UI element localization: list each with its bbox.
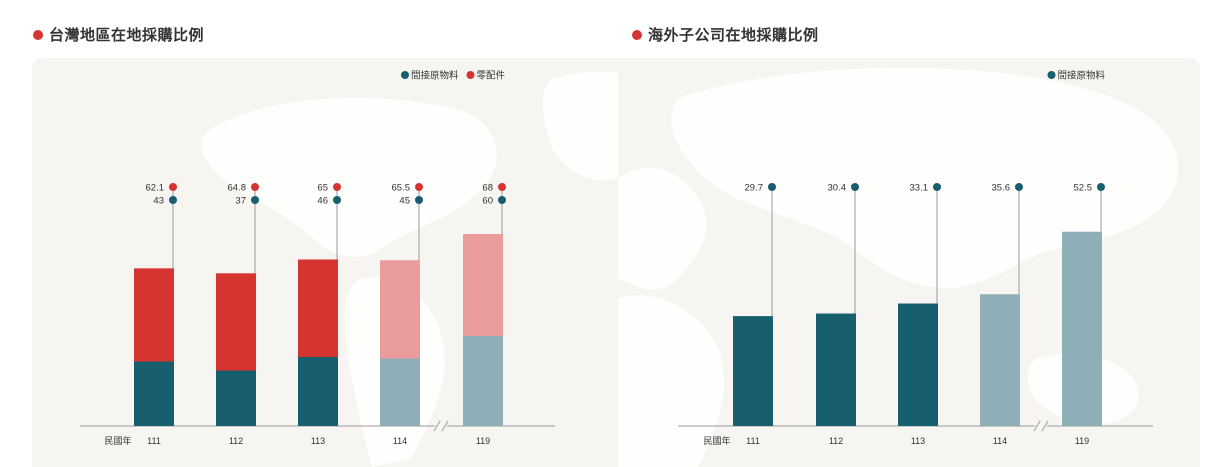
x-tick-label: 112	[829, 436, 843, 446]
world-map-bg-right	[618, 67, 1178, 467]
title-bullet-icon	[33, 29, 43, 40]
legend-marker	[401, 71, 409, 79]
legend-label: 零配件	[477, 70, 506, 82]
x-tick-label: 114	[393, 436, 407, 446]
label-marker-indirect-material	[498, 196, 506, 204]
title-bullet-icon	[632, 29, 642, 40]
legend-marker	[466, 71, 475, 79]
bar-segment-parts	[216, 273, 256, 371]
data-label-parts: 62.1	[146, 183, 165, 194]
x-tick-label: 111	[147, 436, 161, 446]
data-label-indirect-material: 29.7	[745, 183, 764, 194]
bar	[1062, 231, 1102, 426]
data-label-indirect-material: 60	[482, 196, 493, 207]
chart-title-text: 台灣地區在地採購比例	[49, 27, 205, 44]
data-label-indirect-material: 45	[399, 196, 410, 207]
bar	[816, 313, 856, 426]
data-label-indirect-material: 43	[153, 196, 164, 207]
x-axis-label: 民國年	[104, 435, 131, 446]
x-tick-label: 114	[993, 436, 1007, 446]
label-marker-indirect-material	[415, 196, 423, 204]
label-marker-parts	[169, 183, 177, 191]
bar-segment-parts	[463, 234, 503, 336]
x-tick-label: 119	[476, 436, 490, 446]
chart-title-left: 台灣地區在地採購比例	[33, 24, 204, 45]
axis-break-gap	[1035, 422, 1047, 430]
x-tick-label: 113	[911, 436, 925, 446]
data-label-indirect-material: 37	[235, 196, 246, 207]
label-marker-indirect-material	[768, 183, 776, 191]
data-label-parts: 68	[482, 183, 493, 194]
x-tick-label: 113	[311, 436, 325, 446]
axis-break-mark	[441, 420, 449, 432]
legend-label: 間接原物料	[411, 70, 459, 82]
data-label-parts: 65	[317, 183, 328, 194]
x-tick-label: 112	[229, 436, 243, 446]
data-label-parts: 64.8	[228, 183, 247, 194]
label-marker-parts	[415, 183, 423, 191]
label-marker-parts	[333, 183, 341, 191]
bar-segment-indirect-material	[216, 370, 256, 426]
label-marker-parts	[498, 183, 506, 191]
axis-break-gap	[435, 422, 447, 430]
label-marker-indirect-material	[1097, 183, 1105, 191]
chart-title-right: 海外子公司在地採購比例	[632, 24, 819, 45]
legend-label: 間接原物料	[1058, 70, 1106, 82]
bar	[733, 316, 773, 426]
bar-segment-parts	[134, 268, 174, 362]
label-marker-indirect-material	[1015, 183, 1023, 191]
chart-title-text: 海外子公司在地採購比例	[648, 27, 819, 44]
label-marker-indirect-material	[933, 183, 941, 191]
x-axis-label: 民國年	[703, 435, 730, 446]
bar-segment-indirect-material	[298, 357, 338, 426]
axis-break-mark	[433, 420, 441, 432]
label-marker-indirect-material	[333, 196, 341, 204]
label-marker-parts	[251, 183, 259, 191]
bar	[980, 294, 1020, 426]
axis-break-mark	[1041, 420, 1049, 432]
bar	[898, 303, 938, 426]
legend-marker	[1047, 71, 1056, 79]
chart-panel-right	[618, 58, 1200, 467]
bar-segment-parts	[298, 259, 338, 357]
bar-segment-parts	[380, 260, 420, 359]
data-label-indirect-material: 46	[317, 196, 328, 207]
x-tick-label: 111	[746, 436, 760, 446]
data-label-indirect-material: 33.1	[910, 183, 929, 194]
label-marker-indirect-material	[169, 196, 177, 204]
label-marker-indirect-material	[851, 183, 859, 191]
bar-segment-indirect-material	[134, 361, 174, 426]
data-label-indirect-material: 30.4	[828, 183, 847, 194]
x-tick-label: 119	[1075, 436, 1089, 446]
bar-segment-indirect-material	[380, 358, 420, 426]
bar-segment-indirect-material	[463, 336, 503, 426]
data-label-indirect-material: 35.6	[992, 183, 1011, 194]
data-label-indirect-material: 52.5	[1074, 183, 1093, 194]
data-label-parts: 65.5	[392, 183, 411, 194]
axis-break-mark	[1033, 420, 1041, 432]
label-marker-indirect-material	[251, 196, 259, 204]
